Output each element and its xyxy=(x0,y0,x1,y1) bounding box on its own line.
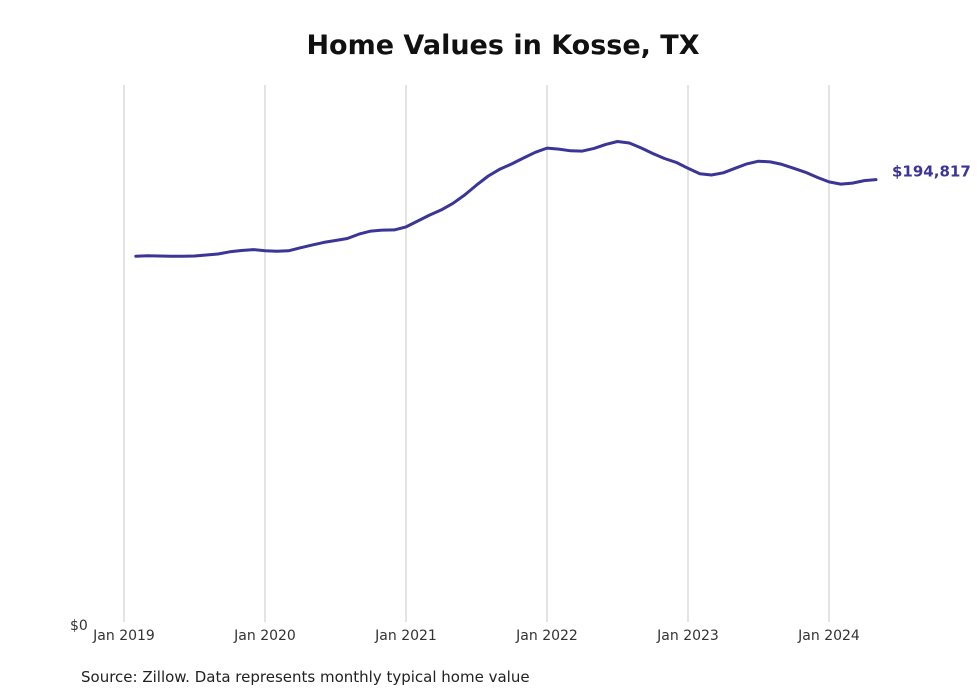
x-axis-tick-labels: Jan 2019 Jan 2020 Jan 2021 Jan 2022 Jan 2023… xyxy=(92,628,860,644)
x-tick-label: Jan 2021 xyxy=(374,628,437,644)
end-value-label: $194,817 xyxy=(892,163,971,181)
chart-title: Home Values in Kosse, TX xyxy=(306,30,700,61)
x-tick-label: Jan 2024 xyxy=(797,628,860,644)
x-tick-label: Jan 2023 xyxy=(656,628,719,644)
x-tick-label: Jan 2020 xyxy=(233,628,296,644)
home-value-line xyxy=(134,140,878,258)
x-tick-label: Jan 2019 xyxy=(92,628,155,644)
source-note: Source: Zillow. Data represents monthly … xyxy=(81,668,530,686)
vertical-gridlines xyxy=(123,85,830,622)
x-tick-label: Jan 2022 xyxy=(515,628,578,644)
y-axis-zero-label: $0 xyxy=(70,618,88,634)
